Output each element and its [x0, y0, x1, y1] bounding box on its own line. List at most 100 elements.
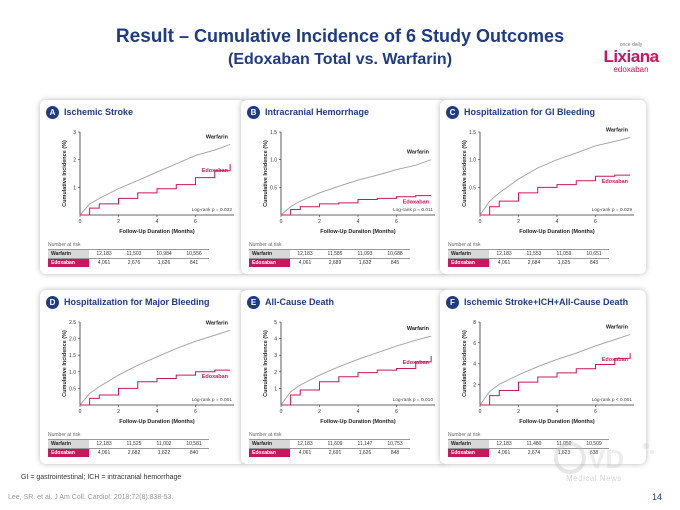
risk-value: 11,002 — [149, 439, 179, 449]
risk-value: 11,609 — [320, 439, 350, 449]
logo-brand: Lixiana — [603, 47, 659, 66]
risk-value: 12,183 — [489, 249, 519, 259]
km-chart: 0.5 1.0 1.5 0 2 4 6 Cumulative Incidence (%) Fol… — [263, 130, 435, 235]
edoxaban-series-line — [480, 353, 631, 406]
risk-value: 1,623 — [557, 450, 571, 456]
warfarin-label: Warfarin — [606, 324, 629, 330]
warfarin-series-line — [79, 143, 231, 216]
y-axis-label: Cumulative Incidence (%) — [462, 140, 468, 207]
risk-value: 2,682 — [127, 450, 141, 456]
x-tick-label: 2 — [117, 219, 120, 225]
risk-header: Number at risk — [448, 242, 481, 248]
risk-value: 2,676 — [127, 260, 141, 266]
risk-row-edoxaban: Edoxaban 4,061 2,691 1,626 848 — [249, 448, 410, 457]
y-tick-label: 1.0 — [469, 158, 476, 164]
km-chart: 2 4 6 8 0 2 4 6 Cumulative Incidence (%) Follow-U… — [462, 320, 634, 425]
risk-value: 11,553 — [519, 249, 549, 259]
x-tick-label: 6 — [194, 409, 197, 415]
risk-value: 4,061 — [298, 450, 312, 456]
number-at-risk: Number at risk Warfarin 12,183 11,553 11,059… — [448, 242, 609, 267]
x-tick-label: 2 — [117, 409, 120, 415]
x-axis-label: Follow-Up Duration (Months) — [119, 419, 195, 425]
chart-panel-a: A Ischemic Stroke 1 2 3 0 2 4 6 Cumulative Incide… — [40, 100, 246, 274]
risk-row-label: Warfarin — [249, 439, 290, 449]
number-at-risk: Number at risk Warfarin 12,183 11,480 11,050… — [448, 432, 609, 457]
watermark-logo-icon: VD — [554, 442, 654, 474]
y-tick-label: 0.5 — [69, 386, 76, 392]
risk-value: 848 — [390, 450, 400, 456]
panel-letter: F — [446, 296, 459, 309]
risk-header: Number at risk — [48, 432, 81, 438]
risk-row-label: Edoxaban — [249, 258, 290, 267]
y-tick-label: 1.0 — [69, 370, 76, 376]
risk-value: 11,585 — [320, 249, 350, 259]
edoxaban-series-line — [80, 369, 231, 406]
risk-row-label: Warfarin — [448, 249, 489, 259]
risk-value: 1,626 — [358, 450, 372, 456]
panel-letter: E — [247, 296, 260, 309]
y-tick-label: 1.5 — [469, 130, 476, 136]
x-tick-label: 4 — [156, 409, 159, 415]
y-axis-label: Cumulative Incidence (%) — [62, 330, 68, 397]
x-tick-label: 0 — [479, 219, 482, 225]
risk-row-label: Edoxaban — [448, 258, 489, 267]
y-tick-label: 0.5 — [270, 185, 277, 191]
risk-value: 4,061 — [497, 260, 511, 266]
x-tick-label: 2 — [517, 219, 520, 225]
y-tick-label: 3 — [73, 130, 76, 136]
risk-value: 10,688 — [380, 249, 410, 259]
risk-value: 4,061 — [497, 450, 511, 456]
risk-row-warfarin: Warfarin 12,183 11,503 10,984 10,556 — [48, 249, 209, 259]
risk-value: 1,625 — [557, 260, 571, 266]
warfarin-series-line — [280, 159, 432, 216]
x-tick-label: 4 — [156, 219, 159, 225]
x-axis-label: Follow-Up Duration (Months) — [320, 419, 396, 425]
x-axis-label: Follow-Up Duration (Months) — [519, 229, 595, 235]
km-chart: 0.5 1.0 1.5 0 2 4 6 Cumulative Incidence (%) Fol… — [462, 128, 634, 235]
number-at-risk: Number at risk Warfarin 12,183 11,525 11,002… — [48, 432, 209, 457]
risk-value: 845 — [390, 260, 400, 266]
title-line1: Cumulative Incidence of 6 Study Outcomes — [194, 26, 565, 46]
risk-table: Warfarin 12,183 11,480 11,050 10,509 Edoxaban… — [448, 439, 609, 457]
logo-sub: edoxaban — [613, 65, 649, 74]
risk-value: 12,183 — [290, 249, 320, 259]
edoxaban-label: Edoxaban — [602, 357, 629, 363]
risk-value: 2,674 — [527, 450, 541, 456]
edoxaban-series-line — [281, 356, 432, 406]
logo-tagline: once daily — [619, 42, 643, 48]
y-tick-label: 5 — [274, 320, 277, 326]
risk-row-edoxaban: Edoxaban 4,061 2,674 1,623 838 — [448, 448, 609, 457]
y-tick-label: 1 — [274, 386, 277, 392]
y-tick-label: 2.5 — [69, 320, 76, 326]
warfarin-label: Warfarin — [206, 134, 229, 140]
risk-value: 11,059 — [549, 249, 579, 259]
logrank-p: Log-rank p = 0.011 — [393, 207, 433, 213]
risk-value: 10,651 — [579, 249, 609, 259]
page-number: 14 — [652, 492, 663, 502]
panel-letter: D — [46, 296, 59, 309]
logrank-p: Log-rank p < 0.001 — [592, 397, 633, 403]
risk-value: 12,183 — [89, 439, 119, 449]
chart-panel-e: E All-Cause Death 1 2 3 4 5 0 2 4 6 Cumulative Inci… — [241, 290, 447, 464]
chart-panel-c: C Hospitalization for GI Bleeding 0.5 1.0 1.… — [440, 100, 646, 274]
risk-row-label: Edoxaban — [249, 448, 290, 457]
panel-title: Ischemic Stroke+ICH+All-Cause Death — [464, 297, 629, 307]
x-tick-label: 6 — [395, 409, 398, 415]
risk-value: 4,061 — [97, 260, 111, 266]
risk-value: 11,093 — [350, 249, 380, 259]
risk-value: 10,556 — [179, 249, 209, 259]
risk-value: 1,626 — [157, 260, 171, 266]
y-tick-label: 2.0 — [69, 337, 76, 343]
y-tick-label: 2 — [73, 158, 76, 164]
edoxaban-label: Edoxaban — [202, 374, 229, 380]
title-line2: (Edoxaban Total vs. Warfarin) — [227, 51, 453, 68]
risk-row-warfarin: Warfarin 12,183 11,525 11,002 10,581 — [48, 439, 209, 449]
km-chart: 1 2 3 4 5 0 2 4 6 Cumulative Incidence (%) Follow-… — [263, 320, 435, 425]
y-tick-label: 2 — [274, 370, 277, 376]
watermark-text: Medical News — [566, 474, 622, 483]
x-axis-label: Follow-Up Duration (Months) — [119, 229, 195, 235]
panel-title: Intracranial Hemorrhage — [265, 107, 370, 117]
risk-value: 1,622 — [157, 450, 171, 456]
warfarin-label: Warfarin — [606, 128, 629, 134]
risk-row-edoxaban: Edoxaban 4,061 2,689 1,632 845 — [249, 258, 410, 267]
